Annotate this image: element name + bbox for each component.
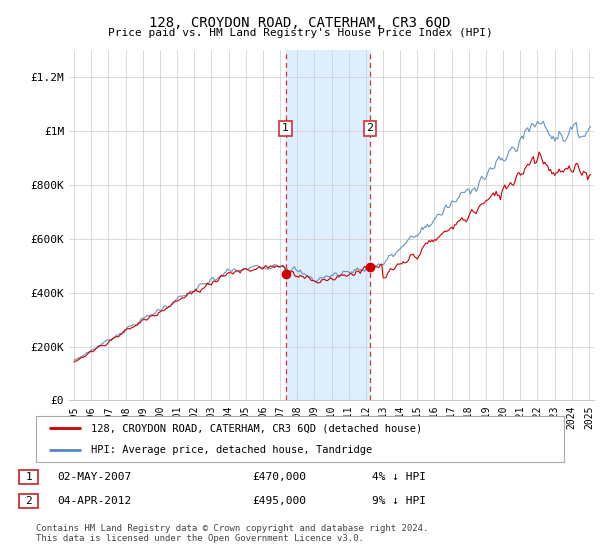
Text: £495,000: £495,000 [252,496,306,506]
Text: £470,000: £470,000 [252,472,306,482]
Text: 1: 1 [282,123,289,133]
Text: 2: 2 [367,123,374,133]
Text: 04-APR-2012: 04-APR-2012 [57,496,131,506]
Text: 128, CROYDON ROAD, CATERHAM, CR3 6QD: 128, CROYDON ROAD, CATERHAM, CR3 6QD [149,16,451,30]
Text: 1: 1 [25,472,32,482]
Bar [286,50,370,400]
Text: 2: 2 [25,496,32,506]
Text: 02-MAY-2007: 02-MAY-2007 [57,472,131,482]
Text: HPI: Average price, detached house, Tandridge: HPI: Average price, detached house, Tand… [91,445,373,455]
Text: 4% ↓ HPI: 4% ↓ HPI [372,472,426,482]
Text: 128, CROYDON ROAD, CATERHAM, CR3 6QD (detached house): 128, CROYDON ROAD, CATERHAM, CR3 6QD (de… [91,423,422,433]
Text: Price paid vs. HM Land Registry's House Price Index (HPI): Price paid vs. HM Land Registry's House … [107,28,493,38]
Text: Contains HM Land Registry data © Crown copyright and database right 2024.
This d: Contains HM Land Registry data © Crown c… [36,524,428,543]
Text: 9% ↓ HPI: 9% ↓ HPI [372,496,426,506]
